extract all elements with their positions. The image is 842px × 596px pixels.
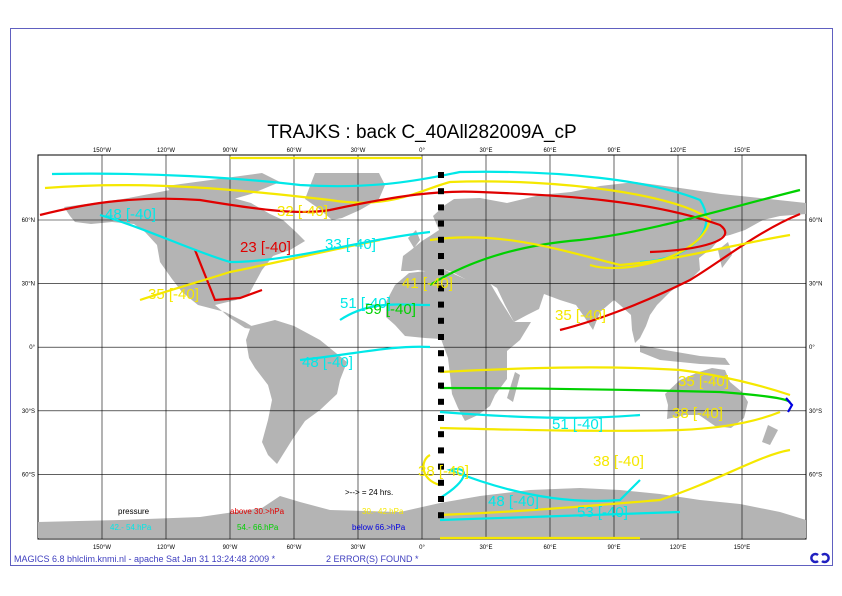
source-point: [438, 317, 444, 324]
trajectory-label: 35 [-40]: [555, 307, 606, 324]
lon-label-bottom: 60°W: [287, 545, 302, 551]
source-point: [438, 334, 444, 340]
lon-label-top: 150°W: [93, 148, 111, 154]
lon-label-bottom: 150°E: [734, 545, 750, 551]
source-points: [438, 172, 444, 519]
lon-label-top: 60°W: [287, 148, 302, 154]
trajectory-label: 53 [-40]: [577, 504, 628, 521]
lon-label-bottom: 150°W: [93, 545, 111, 551]
trajectory-label: 59 [-40]: [365, 301, 416, 318]
frame: [10, 28, 833, 566]
legend-item: 54.- 66.hPa: [237, 523, 279, 532]
source-point: [438, 285, 444, 292]
lon-label-bottom: 60°E: [543, 545, 556, 551]
source-point: [438, 253, 444, 259]
source-point: [438, 350, 444, 357]
trajectory-label: 51 [-40]: [552, 416, 603, 433]
lon-label-bottom: 30°W: [351, 545, 366, 551]
lat-label-left: 30°N: [22, 282, 35, 288]
source-point: [438, 188, 444, 195]
graticule: [38, 155, 806, 539]
trajectory-label: 41 [-40]: [402, 275, 453, 292]
trajectory-label: 48 [-40]: [488, 493, 539, 510]
source-point: [438, 236, 444, 243]
axis-labels: 150°W 150°W 120°W 120°W 90°W 90°W 60°W 60°W 30°W…: [22, 148, 823, 551]
source-point: [438, 479, 444, 486]
lat-label-left: 60°S: [22, 472, 35, 478]
lon-label-top: 30°W: [351, 148, 366, 154]
legend-item: below 66.>hPa: [352, 523, 406, 532]
lat-label-right: 60°N: [809, 218, 822, 224]
lat-label-right: 30°S: [809, 409, 822, 415]
trajectory-label: 48 [-40]: [302, 354, 353, 371]
legend-item: 42.- 54.hPa: [110, 523, 152, 532]
lon-label-bottom: 90°E: [607, 545, 620, 551]
source-point: [438, 269, 444, 276]
legend: >--> = 24 hrs. pressure above 30.>hPa 30.…: [110, 488, 406, 532]
lon-label-top: 60°E: [543, 148, 556, 154]
source-point: [438, 447, 444, 454]
source-point: [438, 463, 444, 470]
source-point: [438, 398, 444, 405]
trajectory-label: 51 [-40]: [340, 295, 391, 312]
lon-label-bottom: 90°W: [223, 545, 238, 551]
lat-label-left: 30°S: [22, 409, 35, 415]
lon-label-top: 120°W: [157, 148, 175, 154]
trajectory-label: 38 [-40]: [672, 405, 723, 422]
lon-label-bottom: 120°W: [157, 545, 175, 551]
trajectories: [39, 156, 801, 540]
source-point: [438, 220, 444, 227]
lon-label-bottom: 30°E: [479, 545, 492, 551]
lon-label-top: 0°: [419, 148, 425, 154]
logo: [810, 552, 830, 564]
lon-label-bottom: 0°: [419, 545, 425, 551]
lon-label-top: 30°E: [479, 148, 492, 154]
trajectory-label: 33 [-40]: [325, 236, 376, 253]
source-point: [438, 301, 444, 308]
source-point: [438, 382, 444, 389]
trajectory-label: 35 [-40]: [678, 373, 729, 390]
trajectory-label: 38 [-40]: [593, 453, 644, 470]
lon-label-top: 150°E: [734, 148, 750, 154]
legend-item: above 30.>hPa: [230, 507, 285, 516]
source-point: [438, 431, 444, 438]
source-point: [438, 204, 444, 211]
footer-right: 2 ERROR(S) FOUND *: [326, 554, 419, 564]
lon-label-top: 120°E: [670, 148, 686, 154]
trajectory-label: 23 [-40]: [240, 239, 291, 256]
trajectory-label: 48 [-40]: [105, 206, 156, 223]
source-point: [438, 366, 444, 373]
legend-note: >--> = 24 hrs.: [345, 488, 393, 497]
legend-item: 30.- 42.hPa: [362, 507, 404, 516]
source-point: [438, 415, 444, 421]
lon-label-top: 90°W: [223, 148, 238, 154]
legend-title: pressure: [118, 507, 150, 516]
lat-label-left: 60°N: [22, 218, 35, 224]
trajectory-label: 35 [-40]: [148, 286, 199, 303]
lon-label-bottom: 120°E: [670, 545, 686, 551]
lat-label-right: 60°S: [809, 472, 822, 478]
source-point: [438, 512, 444, 519]
source-point: [438, 172, 444, 178]
trajectory-label: 32 [-40]: [277, 203, 328, 220]
lat-label-right: 30°N: [809, 282, 822, 288]
trajectory-label: 38 [-40]: [418, 463, 469, 480]
lon-label-top: 90°E: [607, 148, 620, 154]
footer-left: MAGICS 6.8 bhlclim.knmi.nl - apache Sat …: [14, 554, 276, 564]
source-point: [438, 496, 444, 502]
title: TRAJKS : back C_40All282009A_cP: [267, 122, 576, 143]
trajectory-labels: 48 [-40] 32 [-40] 23 [-40] 33 [-40] 35 [-40]…: [105, 203, 729, 521]
map: 48 [-40] 32 [-40] 23 [-40] 33 [-40] 35 [-40]…: [37, 154, 807, 540]
lat-label-left: 0°: [29, 345, 35, 351]
lat-label-right: 0°: [809, 345, 815, 351]
